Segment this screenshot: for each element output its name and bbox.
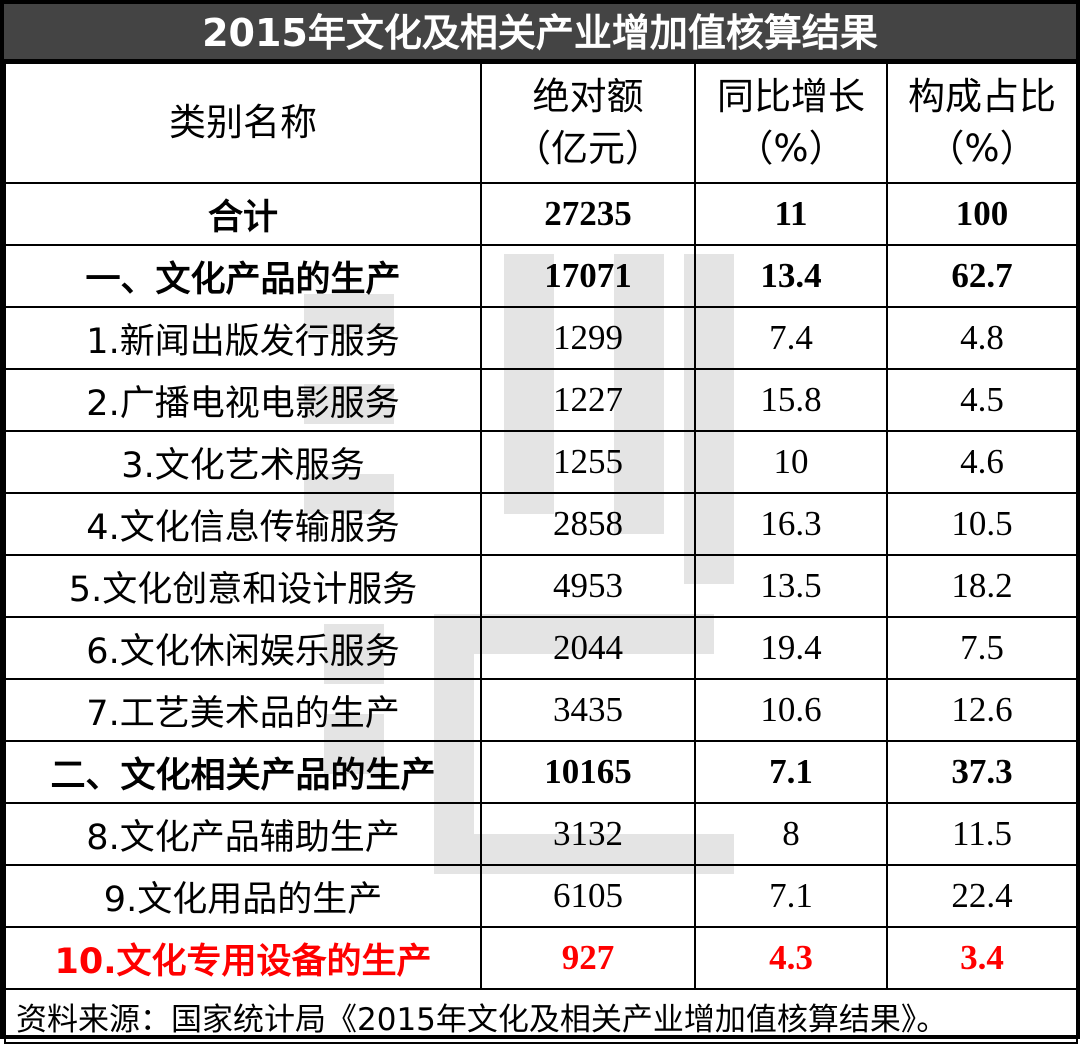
- category-cell: 二、文化相关产品的生产: [4, 740, 482, 804]
- category-cell: 9.文化用品的生产: [4, 864, 482, 928]
- absolute-cell: 3435: [480, 678, 696, 742]
- category-cell: 5.文化创意和设计服务: [4, 554, 482, 618]
- category-cell: 3.文化艺术服务: [4, 430, 482, 494]
- absolute-cell: 3132: [480, 802, 696, 866]
- table-header-row: 类别名称 绝对额 （亿元） 同比增长 （%） 构成占比 （%）: [4, 62, 1078, 184]
- growth-cell: 4.3: [694, 926, 888, 990]
- share-cell: 12.6: [886, 678, 1078, 742]
- table-row: 二、文化相关产品的生产 10165 7.1 37.3: [4, 740, 1078, 804]
- table-row: 3.文化艺术服务 1255 10 4.6: [4, 430, 1078, 494]
- share-cell: 62.7: [886, 244, 1078, 308]
- source-row: 资料来源：国家统计局《2015年文化及相关产业增加值核算结果》。: [4, 988, 1078, 1044]
- absolute-cell: 27235: [480, 182, 696, 246]
- growth-cell: 11: [694, 182, 888, 246]
- table-title: 2015年文化及相关产业增加值核算结果: [4, 4, 1076, 62]
- source-note: 资料来源：国家统计局《2015年文化及相关产业增加值核算结果》。: [4, 988, 1078, 1044]
- absolute-cell: 1255: [480, 430, 696, 494]
- table-row: 10.文化专用设备的生产 927 4.3 3.4: [4, 926, 1078, 990]
- share-cell: 4.5: [886, 368, 1078, 432]
- share-cell: 11.5: [886, 802, 1078, 866]
- table-row: 9.文化用品的生产 6105 7.1 22.4: [4, 864, 1078, 928]
- table-row: 6.文化休闲娱乐服务 2044 19.4 7.5: [4, 616, 1078, 680]
- category-cell: 10.文化专用设备的生产: [4, 926, 482, 990]
- table-row: 4.文化信息传输服务 2858 16.3 10.5: [4, 492, 1078, 556]
- share-cell: 37.3: [886, 740, 1078, 804]
- absolute-cell: 4953: [480, 554, 696, 618]
- table-body: 合计 27235 11 100 一、文化产品的生产 17071 13.4 62.7 1.新闻出版…: [4, 182, 1078, 990]
- absolute-cell: 6105: [480, 864, 696, 928]
- share-cell: 18.2: [886, 554, 1078, 618]
- table-row: 合计 27235 11 100: [4, 182, 1078, 246]
- table-row: 一、文化产品的生产 17071 13.4 62.7: [4, 244, 1078, 308]
- category-cell: 6.文化休闲娱乐服务: [4, 616, 482, 680]
- category-cell: 1.新闻出版发行服务: [4, 306, 482, 370]
- header-absolute: 绝对额 （亿元）: [480, 62, 696, 184]
- growth-cell: 13.5: [694, 554, 888, 618]
- table-row: 1.新闻出版发行服务 1299 7.4 4.8: [4, 306, 1078, 370]
- share-cell: 4.8: [886, 306, 1078, 370]
- growth-cell: 8: [694, 802, 888, 866]
- table-row: 8.文化产品辅助生产 3132 8 11.5: [4, 802, 1078, 866]
- absolute-cell: 2044: [480, 616, 696, 680]
- absolute-cell: 1227: [480, 368, 696, 432]
- share-cell: 4.6: [886, 430, 1078, 494]
- category-cell: 2.广播电视电影服务: [4, 368, 482, 432]
- growth-cell: 7.4: [694, 306, 888, 370]
- category-cell: 8.文化产品辅助生产: [4, 802, 482, 866]
- growth-cell: 15.8: [694, 368, 888, 432]
- growth-cell: 7.1: [694, 740, 888, 804]
- growth-cell: 10: [694, 430, 888, 494]
- absolute-cell: 2858: [480, 492, 696, 556]
- category-cell: 7.工艺美术品的生产: [4, 678, 482, 742]
- share-cell: 10.5: [886, 492, 1078, 556]
- share-cell: 100: [886, 182, 1078, 246]
- category-cell: 4.文化信息传输服务: [4, 492, 482, 556]
- growth-cell: 10.6: [694, 678, 888, 742]
- share-cell: 7.5: [886, 616, 1078, 680]
- share-cell: 3.4: [886, 926, 1078, 990]
- header-category: 类别名称: [4, 62, 482, 184]
- absolute-cell: 17071: [480, 244, 696, 308]
- share-cell: 22.4: [886, 864, 1078, 928]
- growth-cell: 7.1: [694, 864, 888, 928]
- table-row: 7.工艺美术品的生产 3435 10.6 12.6: [4, 678, 1078, 742]
- category-cell: 合计: [4, 182, 482, 246]
- growth-cell: 13.4: [694, 244, 888, 308]
- absolute-cell: 1299: [480, 306, 696, 370]
- table-row: 5.文化创意和设计服务 4953 13.5 18.2: [4, 554, 1078, 618]
- table-row: 2.广播电视电影服务 1227 15.8 4.5: [4, 368, 1078, 432]
- absolute-cell: 927: [480, 926, 696, 990]
- header-growth: 同比增长 （%）: [694, 62, 888, 184]
- data-table: 类别名称 绝对额 （亿元） 同比增长 （%） 构成占比 （%） 合计 27235 11 10…: [4, 62, 1078, 1044]
- absolute-cell: 10165: [480, 740, 696, 804]
- growth-cell: 19.4: [694, 616, 888, 680]
- growth-cell: 16.3: [694, 492, 888, 556]
- category-cell: 一、文化产品的生产: [4, 244, 482, 308]
- header-share: 构成占比 （%）: [886, 62, 1078, 184]
